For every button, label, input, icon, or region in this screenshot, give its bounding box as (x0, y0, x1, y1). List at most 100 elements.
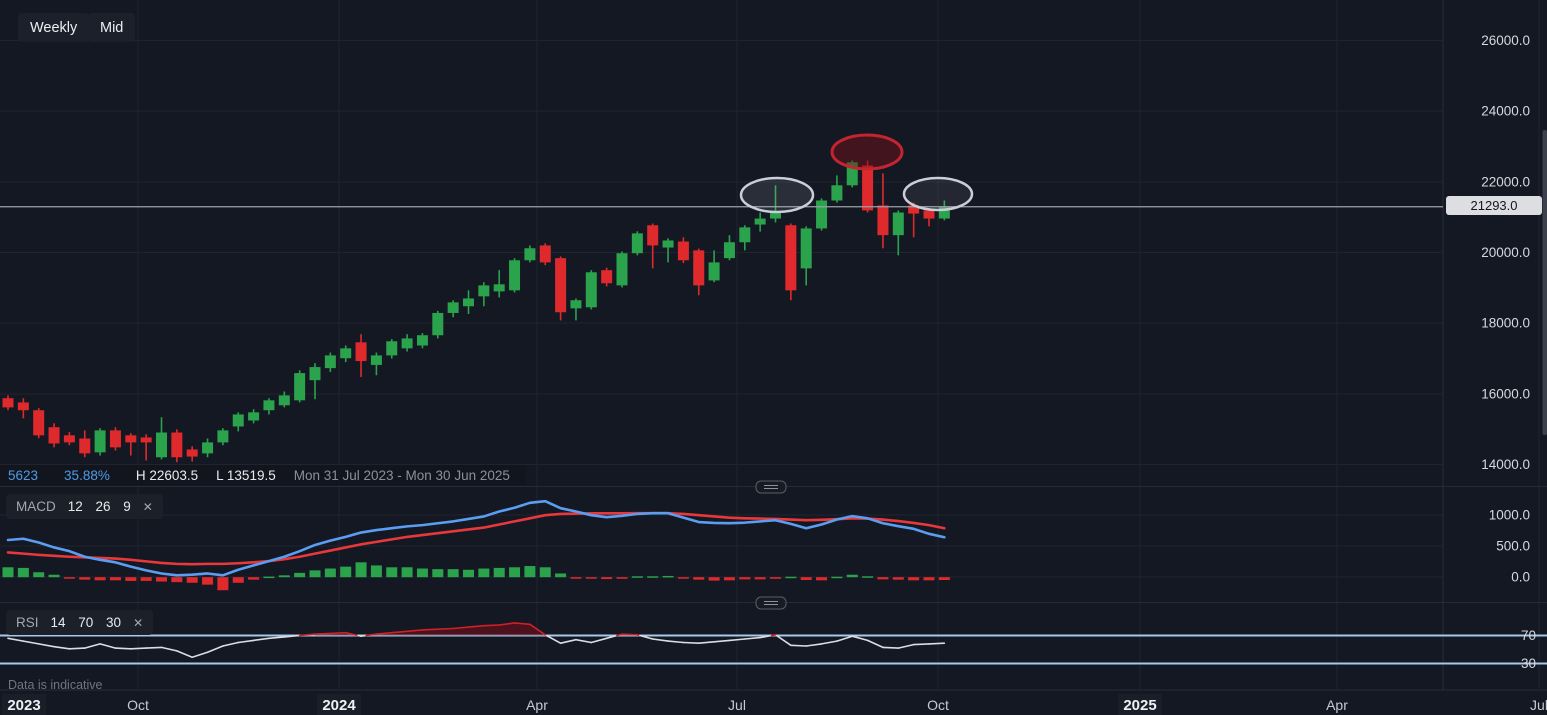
candle-up (509, 260, 521, 291)
rsi-axis-label: 70 (1521, 628, 1536, 643)
price-type-button[interactable]: Mid (88, 13, 136, 42)
macd-pane[interactable] (2, 499, 950, 591)
year-badge (317, 694, 361, 715)
macd-histogram-bar (156, 577, 167, 582)
rsi-line-segment (483, 624, 501, 627)
timeframe-button[interactable]: Weekly (18, 13, 90, 42)
rsi-line-segment (252, 637, 270, 642)
candle-down (171, 432, 183, 458)
candle-up (94, 430, 106, 453)
rsi-line-segment (928, 642, 946, 645)
macd-histogram-bar (846, 574, 858, 578)
macd-histogram-bar (309, 570, 321, 578)
rsi-line-segment (68, 647, 86, 650)
highlight-ellipse-left[interactable] (739, 176, 815, 214)
macd-histogram-bar (708, 577, 720, 581)
candle-up (570, 300, 582, 309)
rsi-line-segment (805, 643, 823, 647)
rsi-pane[interactable] (0, 622, 1547, 665)
candle-up (324, 355, 336, 369)
rsi-line-segment (298, 633, 316, 637)
candle-down (109, 430, 121, 448)
macd-histogram-bar (125, 577, 137, 581)
rsi-line-segment (682, 641, 700, 645)
rsi-line-segment (790, 644, 808, 647)
highlight-ellipse-right[interactable] (902, 176, 974, 212)
candle-down (539, 245, 551, 263)
macd-histogram-bar (355, 562, 367, 578)
macd-histogram-bar (739, 577, 751, 580)
rsi-line-segment (728, 638, 746, 642)
candle-up (263, 400, 275, 411)
macd-histogram-bar (232, 577, 244, 583)
rsi-line-segment (360, 634, 367, 638)
time-axis-month-label: Apr (1326, 697, 1348, 713)
price-macd-splitter-handle[interactable] (755, 480, 787, 494)
vertical-scrollbar-thumb[interactable] (1542, 130, 1547, 435)
candle-up (463, 298, 474, 307)
candle-down (125, 435, 137, 443)
candle-up (416, 335, 428, 346)
macd-histogram-bar (570, 577, 582, 579)
macd-histogram-bar (770, 577, 781, 579)
rsi-line-segment (222, 641, 240, 647)
price-axis-label: 20000.0 (1481, 245, 1530, 260)
price-pane[interactable] (0, 160, 1443, 463)
macd-histogram-bar (386, 567, 398, 578)
rsi-line-segment (329, 631, 347, 635)
rsi-line-segment (344, 631, 359, 637)
rsi-line-segment (390, 630, 408, 634)
axes-layer[interactable]: 26000.0 24000.0 22000.0 20000.0 18000.0 16000… (2, 33, 1547, 715)
macd-histogram-bar (278, 575, 290, 578)
rsi-line-segment (206, 645, 224, 654)
candle-up (892, 212, 904, 236)
rsi-line-segment (912, 643, 930, 646)
candle-down (647, 225, 659, 246)
candle-down (48, 427, 60, 444)
rsi-line-segment (268, 636, 286, 640)
price-axis-label: 24000.0 (1481, 104, 1530, 119)
candle-up (754, 218, 766, 225)
candle-down (862, 165, 874, 211)
instrument-info-bar: 5623 35.88% H 22603.5 L 13519.5 Mon 31 J… (0, 465, 526, 485)
macd-histogram-bar (263, 576, 275, 579)
macd-rsi-splitter-handle[interactable] (755, 596, 787, 610)
rsi-line-segment (37, 643, 55, 648)
candle-up (631, 233, 643, 254)
rsi-line-segment (866, 639, 884, 649)
candle-up (616, 253, 628, 286)
candle-up (217, 430, 229, 443)
macd-histogram-bar (892, 577, 904, 580)
rsi-line-segment (406, 629, 424, 633)
macd-histogram-bar (140, 577, 152, 581)
macd-close-icon[interactable]: ✕ (142, 499, 153, 514)
macd-histogram-bar (862, 576, 874, 578)
rsi-axis-label: 30 (1521, 656, 1536, 671)
rsi-line-segment (529, 623, 547, 636)
candle-down (63, 435, 75, 443)
candle-down (2, 398, 14, 408)
grid-layer (0, 0, 1547, 691)
candle-down (555, 258, 567, 313)
candle-down (186, 449, 198, 457)
macd-histogram-bar (447, 569, 459, 578)
rsi-line-segment (697, 640, 715, 645)
candle-down (140, 437, 152, 443)
rsi-line-segment (759, 634, 773, 639)
candle-up (248, 412, 260, 421)
candle-up (278, 395, 290, 406)
candle-up (846, 162, 858, 186)
candle-up (585, 272, 597, 308)
candle-up (662, 240, 674, 248)
macd-histogram-bar (63, 577, 75, 579)
macd-histogram-bar (324, 568, 336, 578)
highlight-ellipse-top[interactable] (830, 133, 904, 171)
macd-axis-label: 0.0 (1511, 570, 1530, 585)
rsi-close-icon[interactable]: ✕ (133, 615, 144, 630)
candle-down (17, 402, 29, 411)
rsi-line-segment (99, 643, 117, 649)
rsi-line-segment (621, 633, 639, 636)
candle-up (723, 242, 735, 259)
price-axis-label: 26000.0 (1481, 33, 1530, 48)
